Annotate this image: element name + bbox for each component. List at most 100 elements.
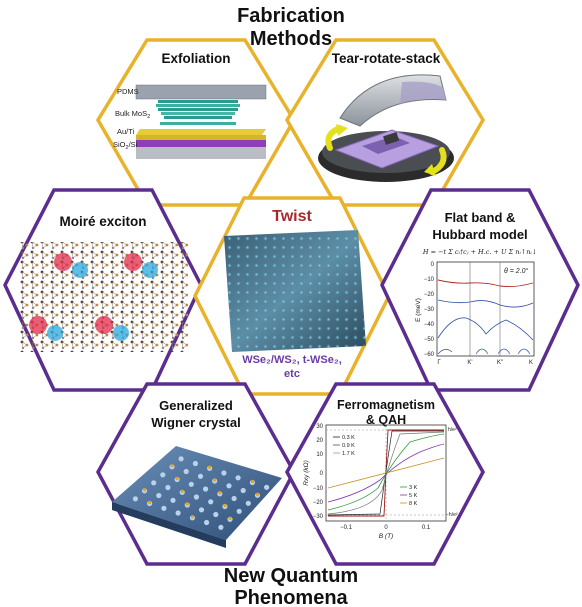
hall-ytick: 10	[316, 452, 323, 458]
hall-curve-0.9K	[327, 430, 444, 516]
flat-title-line1: Flat band &	[445, 210, 516, 225]
band-blue-3	[437, 348, 531, 355]
hall-xlabel: B (T)	[379, 533, 393, 540]
hall-ylabel: Rxy (kΩ)	[303, 460, 310, 486]
sio2-layer	[136, 140, 266, 147]
wigner-surface	[112, 446, 282, 548]
panel-twist: Twist WSe₂/WS₂, t-WSe₂, etc	[193, 196, 391, 396]
hall-ann-top: h/e²	[448, 427, 457, 433]
hall-ann-bottom: −h/e²	[446, 512, 458, 518]
wigner-title-line2: Wigner crystal	[151, 415, 240, 430]
hall-xticks: −0.1 0 0.1	[340, 525, 431, 531]
wigner-bump	[235, 475, 241, 481]
band-ytick: −10	[424, 277, 435, 283]
twist-subtitle-line2: etc	[284, 368, 300, 380]
wigner-bump	[264, 484, 270, 490]
hall-xtick: 0.1	[422, 525, 431, 531]
band-ytick: −40	[424, 322, 435, 328]
hall-curve-8K	[327, 457, 445, 489]
legend-1.7K: 1.7 K	[342, 451, 355, 457]
hall-xtick: −0.1	[340, 525, 353, 531]
panel-exfoliation: Exfoliation PDMS Bulk MoS2 Au/Ti SiO2/Si	[95, 38, 297, 207]
hall-curve-3K	[327, 433, 445, 511]
si-substrate	[136, 147, 266, 159]
hall-curve-5K	[327, 443, 445, 503]
wigner-bump	[160, 472, 166, 478]
legend-0.3K: 0.3 K	[342, 435, 355, 441]
wigner-bump	[151, 480, 157, 486]
wigner-bump	[156, 492, 162, 499]
hall-legend-right: 3 K 5 K 8 K	[400, 485, 418, 507]
wigner-bump	[165, 484, 171, 491]
legend-5K: 5 K	[409, 493, 418, 499]
wigner-bump	[245, 500, 251, 506]
exfoliation-title: Exfoliation	[161, 51, 230, 66]
hall-ytick: −20	[313, 500, 324, 506]
legend-8K: 8 K	[409, 501, 418, 507]
legend-0.9K: 0.9 K	[342, 443, 355, 449]
wigner-bump	[132, 496, 138, 502]
wigner-bump	[192, 460, 198, 467]
hex-border-flat	[380, 188, 580, 392]
wigner-bump	[208, 499, 214, 505]
tear-title: Tear-rotate-stack	[332, 51, 441, 66]
band-xtick: Γ	[437, 360, 441, 366]
band-plot: θ = 2.0° E (meV) 0 −10 −20 −30 −40 −50 −…	[415, 261, 535, 366]
flat-band-red	[437, 279, 534, 288]
panel-flat-band: Flat band & Hubbard model H = −t Σ cᵢ†cⱼ…	[380, 188, 580, 392]
wigner-bump	[193, 494, 199, 500]
band-ytick: −20	[424, 292, 435, 298]
exciton-markers	[29, 253, 158, 341]
wigner-bump	[170, 497, 176, 503]
wigner-bump	[161, 505, 167, 511]
wigner-title-line1: Generalized	[159, 398, 233, 413]
wigner-electron	[213, 478, 217, 482]
ferro-title-line2: & QAH	[366, 413, 406, 427]
wigner-electron	[190, 515, 194, 519]
wigner-electron	[180, 489, 184, 493]
legend-3K: 3 K	[409, 485, 418, 491]
band-ytick: 0	[431, 262, 435, 268]
twist-title: Twist	[272, 208, 312, 225]
label-sio2-si: SiO2/Si	[113, 140, 138, 151]
wigner-electron	[175, 476, 179, 481]
hall-yticks: 30 20 10 0 −10 −20 −30	[313, 424, 324, 520]
band-angle-label: θ = 2.0°	[504, 267, 529, 275]
wigner-bump	[221, 470, 227, 476]
band-blue-1	[437, 299, 534, 308]
hall-curve-1.7K	[327, 431, 445, 515]
band-xtick: K'	[467, 360, 472, 366]
panel-ferromagnetism: Ferromagnetism & QAH Rxy (kΩ) 30 20 10 0…	[285, 382, 485, 566]
wigner-bump	[203, 486, 209, 492]
hubbard-equation: H = −t Σ cᵢ†cⱼ + H.c. + U Σ nᵢ↑nᵢ↓	[422, 248, 537, 256]
header-line1: Fabrication	[237, 5, 345, 27]
wigner-bump	[188, 481, 194, 487]
wigner-bump	[204, 519, 210, 526]
label-auti: Au/Ti	[117, 127, 135, 136]
hex-border-ferro	[285, 382, 485, 566]
hall-xtick: 0	[384, 525, 388, 531]
pdms-layer	[135, 84, 267, 100]
wigner-bump	[231, 495, 237, 502]
panel-tear-rotate-stack: Tear-rotate-stack	[284, 38, 486, 207]
hall-ytick: 0	[320, 471, 324, 477]
band-ytick: −60	[424, 352, 435, 358]
flat-title-line2: Hubbard model	[432, 227, 527, 242]
hall-plot: Rxy (kΩ) 30 20 10 0 −10 −20 −30 h/e² −h/…	[303, 424, 458, 540]
band-blue-2	[437, 317, 534, 341]
hall-ytick: 20	[316, 438, 323, 444]
twist-lattice-image	[224, 230, 366, 352]
wigner-bump	[197, 473, 204, 479]
twist-subtitle-line1: WSe₂/WS₂, t-WSe₂,	[242, 354, 342, 366]
band-plot-frame	[436, 261, 535, 357]
ferro-title-line1: Ferromagnetism	[337, 398, 435, 412]
wigner-bump	[183, 468, 189, 475]
wigner-bump	[236, 508, 242, 514]
header-line2: Methods	[250, 28, 332, 50]
band-xticks: Γ K' K'' K	[437, 360, 533, 366]
wigner-electron	[185, 502, 189, 506]
hall-legend-left: 0.3 K 0.9 K 1.7 K	[333, 435, 355, 457]
wigner-electron	[223, 503, 227, 508]
wigner-electron	[218, 491, 222, 495]
